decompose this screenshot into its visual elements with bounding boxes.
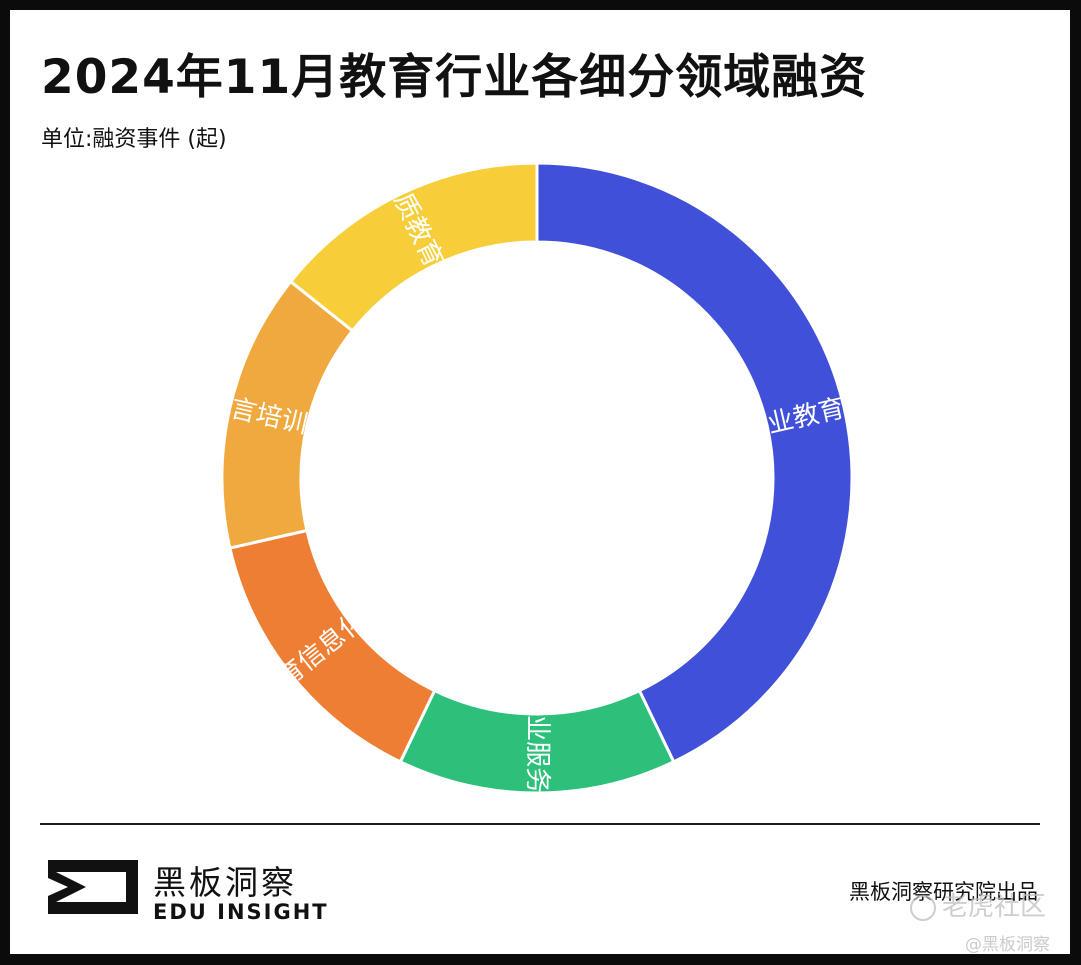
- watermark-account: @黑板洞察: [965, 935, 1050, 955]
- watermark-site: 老虎社区: [910, 886, 1046, 923]
- brand-name-en: EDU INSIGHT: [153, 900, 329, 924]
- credit-text: 黑板洞察研究院出品: [849, 880, 1038, 904]
- chart-unit: 单位:融资事件 (起): [41, 127, 227, 152]
- donut-label-2: 企业服务 1: [522, 689, 552, 810]
- brand-logo-icon: [48, 860, 138, 914]
- chart-title: 2024年11月教育行业各细分领域融资: [41, 50, 868, 105]
- footer-divider: [40, 823, 1040, 825]
- donut-slice-1: [535, 161, 854, 764]
- chart-card: 2024年11月教育行业各细分领域融资 单位:融资事件 (起) 职业教育 3 企业…: [10, 10, 1070, 955]
- watermark-logo-icon: [910, 894, 936, 921]
- donut-slice-5: [288, 161, 539, 333]
- brand-name-cn: 黑板洞察: [153, 863, 297, 902]
- watermark-site-text: 老虎社区: [942, 892, 1047, 922]
